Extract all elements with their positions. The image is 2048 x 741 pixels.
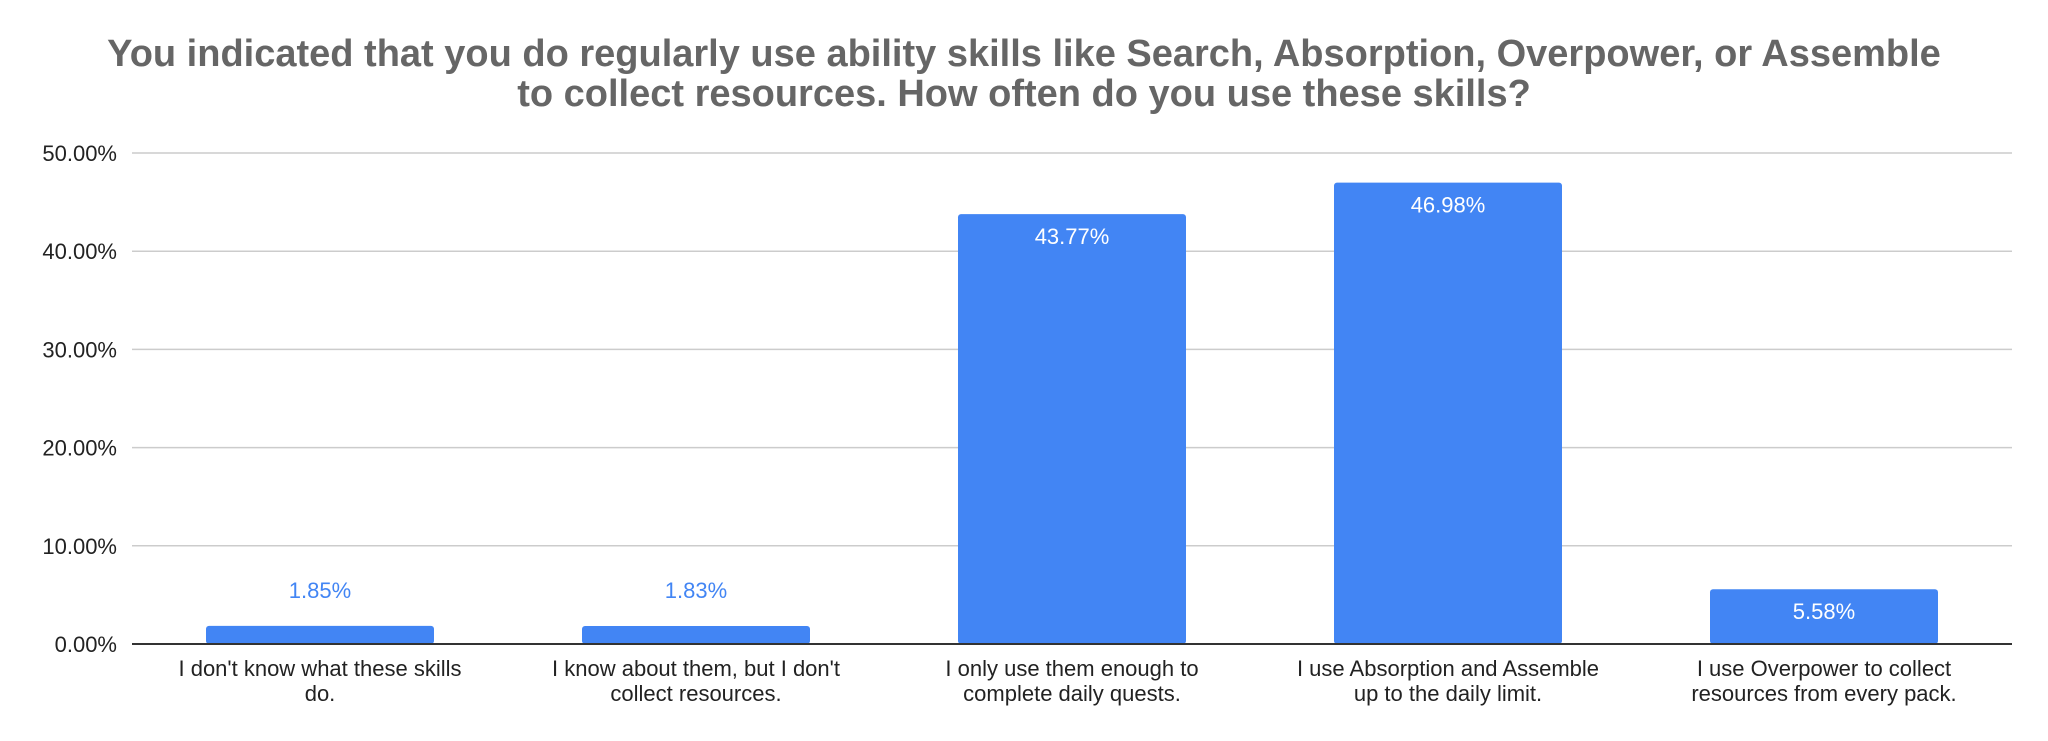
y-tick-label: 50.00% [42,141,117,166]
bar [958,214,1186,645]
x-tick-label: collect resources. [610,681,781,706]
chart-title: You indicated that you do regularly use … [0,34,2048,114]
x-tick-label: I use Absorption and Assemble [1297,656,1599,681]
data-label: 46.98% [1411,193,1486,218]
x-tick-label: I know about them, but I don't [552,656,840,681]
data-label: 43.77% [1035,224,1110,249]
bars [206,182,1938,645]
data-label: 1.83% [665,578,727,603]
bar [582,626,810,644]
x-tick-label: I don't know what these skills [178,656,461,681]
chart-title-line-1: You indicated that you do regularly use … [107,33,1941,75]
x-tick-label: up to the daily limit. [1354,681,1542,706]
y-axis-ticks: 0.00% 10.00% 20.00% 30.00% 40.00% 50.00% [42,141,117,657]
x-tick-label: do. [305,681,336,706]
bar [1710,589,1938,644]
data-label: 5.58% [1793,599,1855,624]
y-tick-label: 30.00% [42,337,117,362]
bar [1334,182,1562,644]
bar [206,625,434,644]
x-tick-label: I use Overpower to collect [1697,656,1951,681]
y-tick-label: 0.00% [55,632,117,657]
y-tick-label: 10.00% [42,534,117,559]
x-tick-label: I only use them enough to [945,656,1198,681]
data-label: 1.85% [289,578,351,603]
x-tick-label: resources from every pack. [1691,681,1956,706]
x-tick-label: complete daily quests. [963,681,1181,706]
y-tick-label: 20.00% [42,436,117,461]
chart-title-line-2: to collect resources. How often do you u… [517,73,1531,115]
data-labels: 1.85% 1.83% 43.77% 46.98% 5.58% [289,193,1855,625]
y-tick-label: 40.00% [42,239,117,264]
